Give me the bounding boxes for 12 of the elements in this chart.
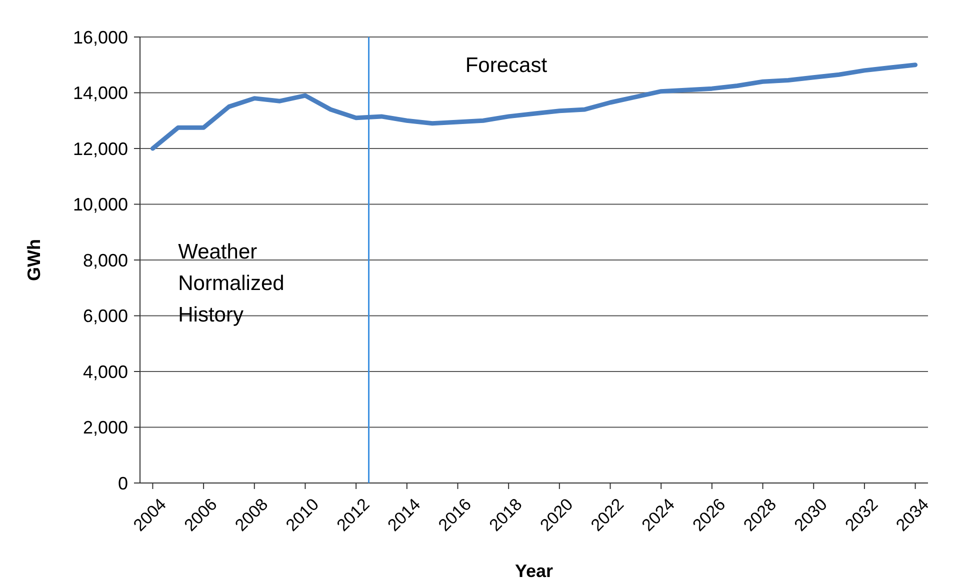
y-tick-label: 16,000 — [72, 27, 128, 48]
y-tick-label: 2,000 — [82, 418, 128, 438]
y-tick-label: 6,000 — [82, 306, 128, 326]
y-tick-label: 10,000 — [72, 194, 128, 215]
y-tick-label: 4,000 — [82, 362, 128, 382]
y-tick-label: 8,000 — [82, 250, 128, 270]
x-axis-title: Year — [514, 561, 554, 581]
y-tick-label: 0 — [118, 473, 128, 494]
y-axis-title: GWh — [24, 239, 44, 281]
y-tick-label: 12,000 — [72, 138, 128, 159]
y-tick-label: 14,000 — [72, 83, 128, 104]
annotation: Forecast — [465, 54, 548, 77]
